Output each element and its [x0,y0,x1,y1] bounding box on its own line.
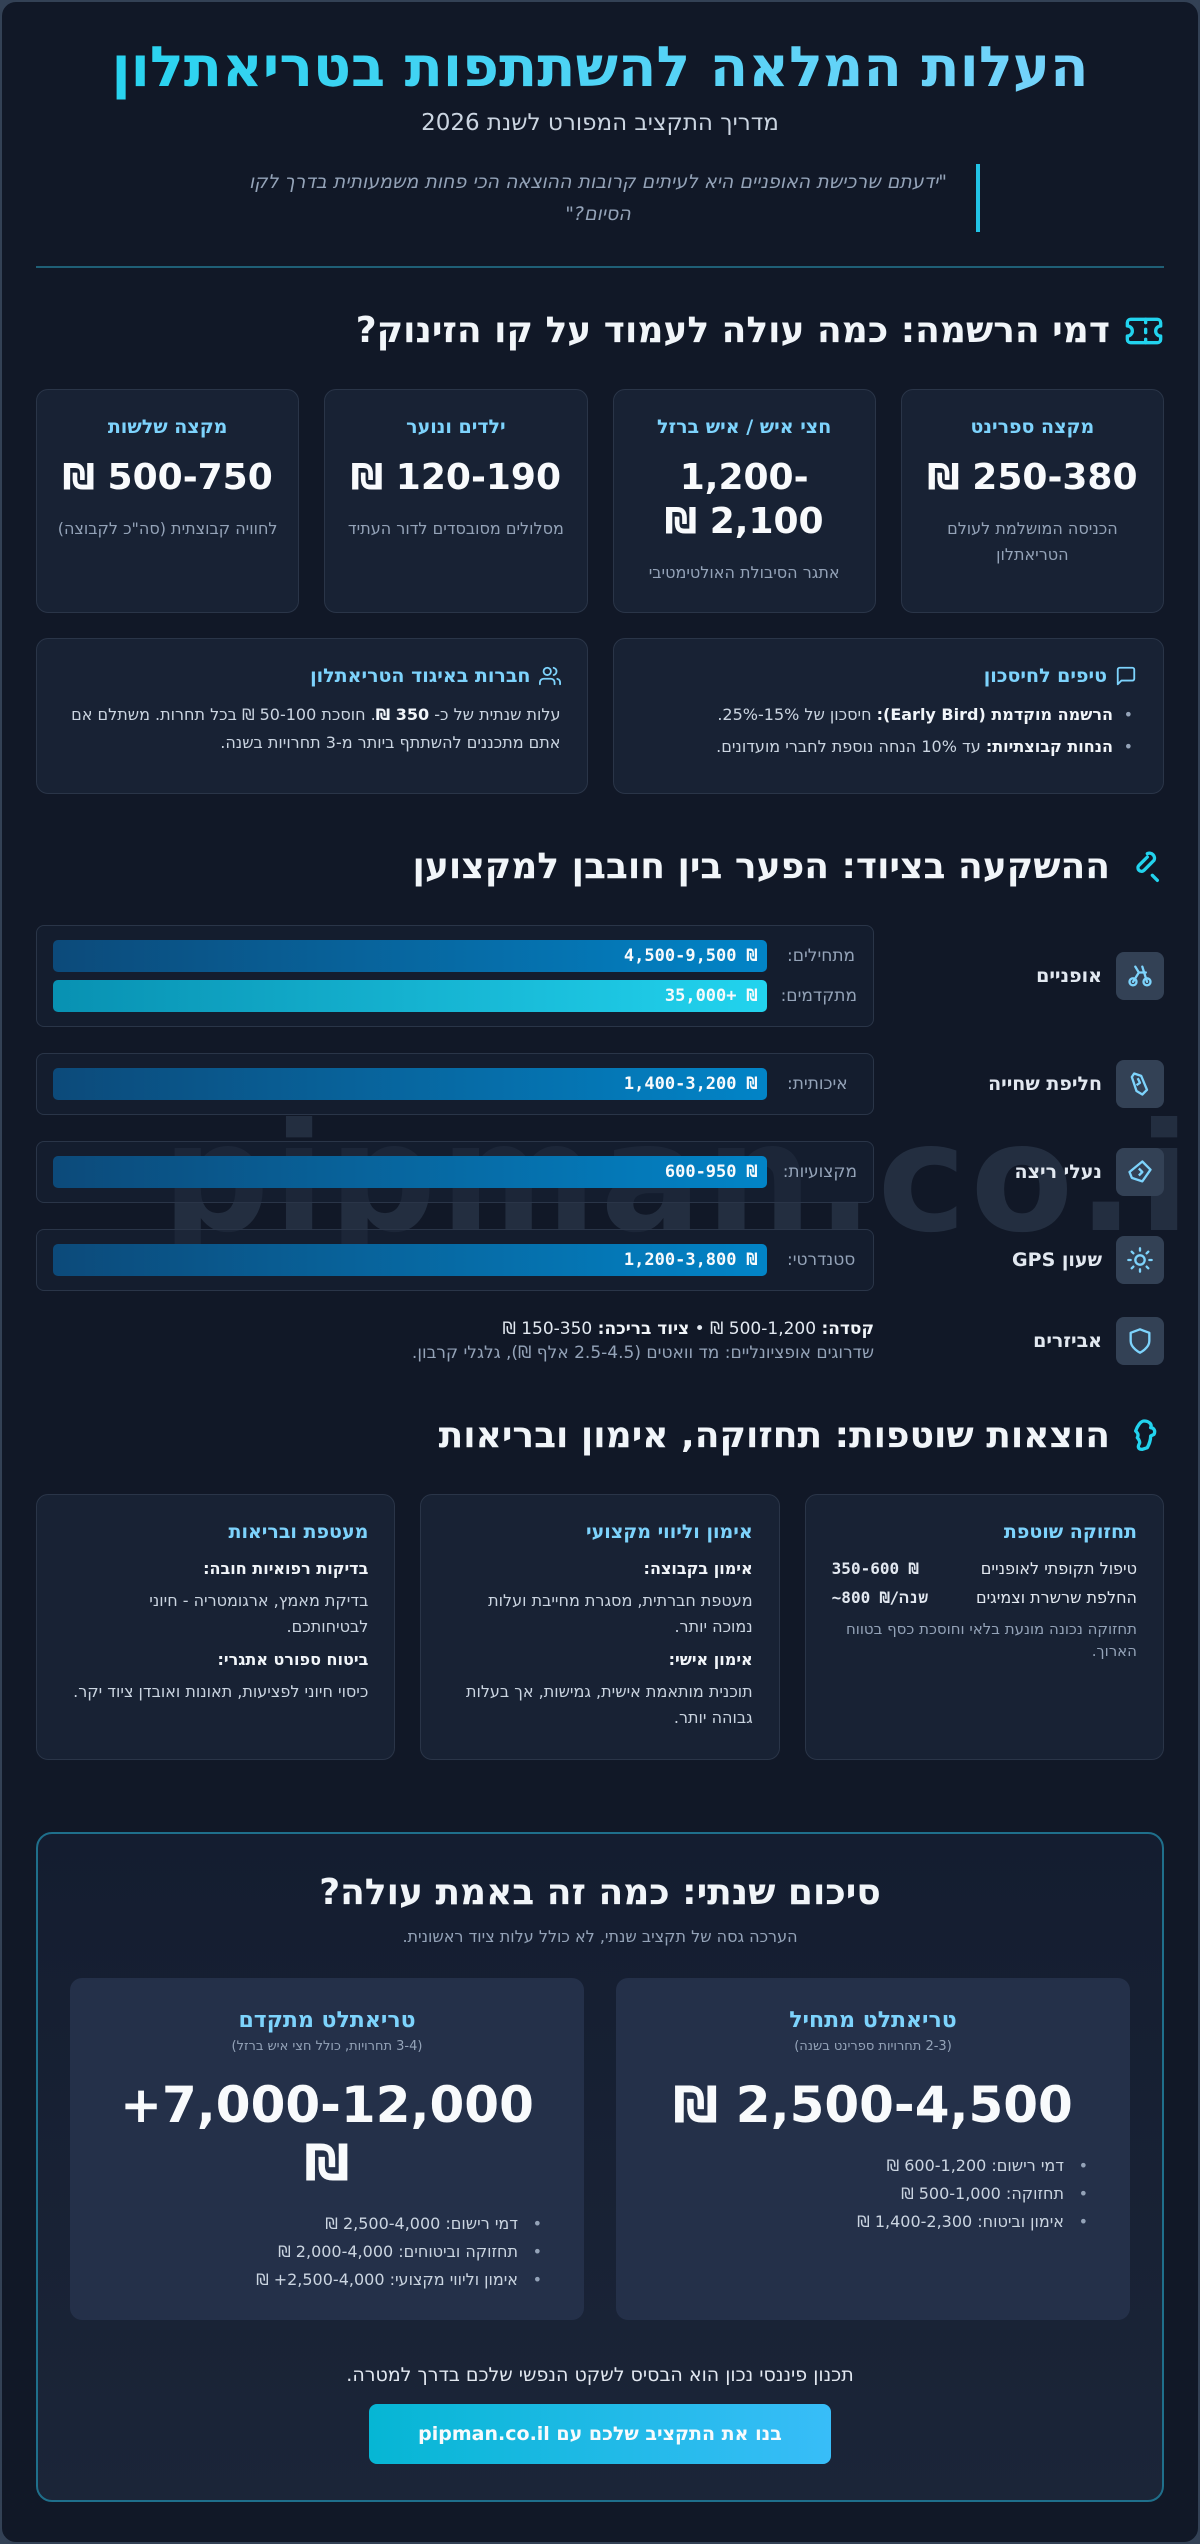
tip-item: הנחות קבוצתיות: עד 10% הנחה נוספת לחברי … [640,733,1138,761]
price-bar: ₪ 4,500-9,500 [53,940,767,972]
page-title: העלות המלאה להשתתפות בטריאתלון [36,32,1164,104]
cta-text: תכנון פיננסי נכון הוא הבסיס לשקט הנפשי ש… [346,2364,854,2386]
equipment-row-bicycle: אופניים מתחילים: ₪ 4,500-9,500 מתקדמים: ₪ … [36,925,1164,1027]
divider [36,266,1164,268]
users-icon [538,666,561,686]
registration-section: דמי הרשמה: כמה עולה לעמוד על קו הזינוק? … [36,310,1164,794]
bicycle-icon [1128,965,1152,987]
equipment-row-shoes: נעלי ריצה מקצועיות: ₪ 600-950 [36,1141,1164,1203]
page-header: העלות המלאה להשתתפות בטריאתלון מדריך התק… [36,32,1164,232]
shield-icon [1129,1328,1151,1354]
equipment-row-gps: שעון GPS סטנדרטי: ₪ 1,200-3,800 [36,1229,1164,1291]
price-bar: ₪ 600-950 [53,1156,767,1188]
section-title-ongoing: הוצאות שוטפות: תחזוקה, אימון ובריאות [36,1415,1164,1456]
price-card-sprint: מקצה ספרינט 250-380 ₪ הכניסה המושלמת לעו… [900,389,1164,613]
savings-tips-card: טיפים לחיסכון הרשמה מוקדמת (Early Bird):… [612,638,1164,794]
summary-card-beginner: טריאתלט מתחיל (2-3 תחרויות ספרינט בשנה) … [616,1978,1130,2320]
wetsuit-icon [1130,1072,1149,1096]
annual-summary: סיכום שנתי: כמה זה באמת עולה? הערכה גסה … [36,1832,1164,2502]
price-card-ironman: חצי איש / איש ברזל 1,200-2,100 ₪ אתגר הס… [612,389,876,613]
section-title-equipment: ההשקעה בציוד: הפער בין חובבן למקצוען [36,846,1164,887]
health-card: מעטפת ובריאות בדיקות רפואיות חובה: בדיקת… [36,1494,396,1760]
ticket-icon [1125,317,1163,344]
running-shoe-icon [1128,1160,1152,1183]
training-card: אימון וליווי מקצועי אימון בקבוצה: מעטפת … [420,1494,780,1760]
price-bar: ₪ 1,400-3,200 [53,1068,767,1100]
build-budget-button[interactable]: בנו את התקציב שלכם עם pipman.co.il [369,2404,831,2464]
summary-card-advanced: טריאתלט מתקדם (3-4 תחרויות, כולל חצי איש… [70,1978,584,2320]
price-bar: ₪ 1,200-3,800 [53,1244,767,1276]
paperclip-icon [1136,851,1159,882]
equipment-row-wetsuit: חליפת שחייה איכותית: ₪ 1,400-3,200 [36,1053,1164,1115]
section-title-registration: דמי הרשמה: כמה עולה לעמוד על קו הזינוק? [36,310,1164,351]
maintenance-card: תחזוקה שוטפת טיפול תקופתי לאופניים 350-60… [804,1494,1164,1760]
summary-title: סיכום שנתי: כמה זה באמת עולה? [319,1872,881,1913]
intro-quote: "ידעתם שרכישת האופניים היא לעיתים קרובות… [220,164,980,232]
equipment-row-accessories: אביזרים קסדה: 500-1,200 ₪ • ציוד בריכה: … [36,1317,1164,1365]
brain-icon [1134,1418,1157,1451]
ongoing-costs-section: הוצאות שוטפות: תחזוקה, אימון ובריאות תחז… [36,1415,1164,1760]
chat-bubble-icon [1116,666,1136,686]
price-card-relay: מקצה שלשות 500-750 ₪ לחוויה קבוצתית (סה"… [36,389,300,613]
equipment-section: ההשקעה בציוד: הפער בין חובבן למקצוען אופ… [36,846,1164,1365]
price-card-kids: ילדים ונוער 120-190 ₪ מסלולים מסובסדים ל… [324,389,588,613]
price-bar: ₪ +35,000 [53,980,767,1012]
sun-icon [1127,1247,1153,1273]
page-subtitle: מדריך התקציב המפורט לשנת 2026 [421,110,779,136]
tip-item: הרשמה מוקדמת (Early Bird): חיסכון של 15%… [640,701,1138,729]
membership-card: חברות באיגוד הטריאתלון עלות שנתית של כ- … [36,638,588,794]
